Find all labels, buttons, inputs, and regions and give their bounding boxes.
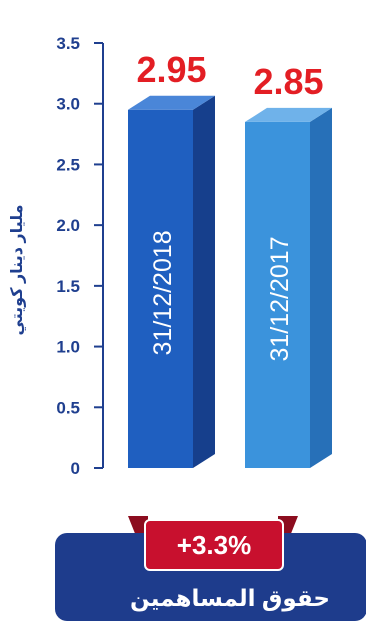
bar-value-label: 2.95 bbox=[136, 49, 206, 90]
bar-category-label: 31/12/2018 bbox=[149, 230, 177, 355]
footer-panel bbox=[55, 533, 366, 621]
y-tick-label: 1.5 bbox=[56, 277, 80, 296]
bar-side bbox=[310, 107, 332, 468]
bar-group: 31/12/2017 2.85 bbox=[245, 61, 332, 468]
bar-side bbox=[193, 95, 215, 469]
y-axis: 0 0.5 1.0 1.5 2.0 2.5 3.0 3.5 bbox=[56, 34, 104, 478]
bar bbox=[245, 121, 310, 468]
y-tick-label: 2.5 bbox=[56, 155, 80, 174]
bars: 31/12/2018 2.95 31/12/2017 2.85 bbox=[128, 49, 332, 469]
y-tick-label: 3.0 bbox=[56, 95, 80, 114]
bar-value-label: 2.85 bbox=[253, 61, 323, 102]
y-tick-label: 1.0 bbox=[56, 338, 80, 357]
percent-badge bbox=[144, 519, 284, 571]
y-tick-label: 0 bbox=[71, 459, 80, 478]
y-axis-title: مليار دينار كويتي bbox=[9, 204, 27, 335]
bar bbox=[128, 109, 193, 469]
footer-banner: +3.3% حقوق المساهمين bbox=[55, 516, 366, 621]
y-tick-label: 2.0 bbox=[56, 216, 80, 235]
bar-category-label: 31/12/2017 bbox=[266, 236, 294, 361]
y-tick-label: 3.5 bbox=[56, 34, 80, 53]
y-tick-label: 0.5 bbox=[56, 398, 80, 417]
bar-top bbox=[128, 95, 215, 110]
bar-top bbox=[245, 107, 332, 122]
percent-change: +3.3% bbox=[177, 530, 251, 560]
footer-title: حقوق المساهمين bbox=[130, 585, 330, 612]
bar-group: 31/12/2018 2.95 bbox=[128, 49, 215, 469]
